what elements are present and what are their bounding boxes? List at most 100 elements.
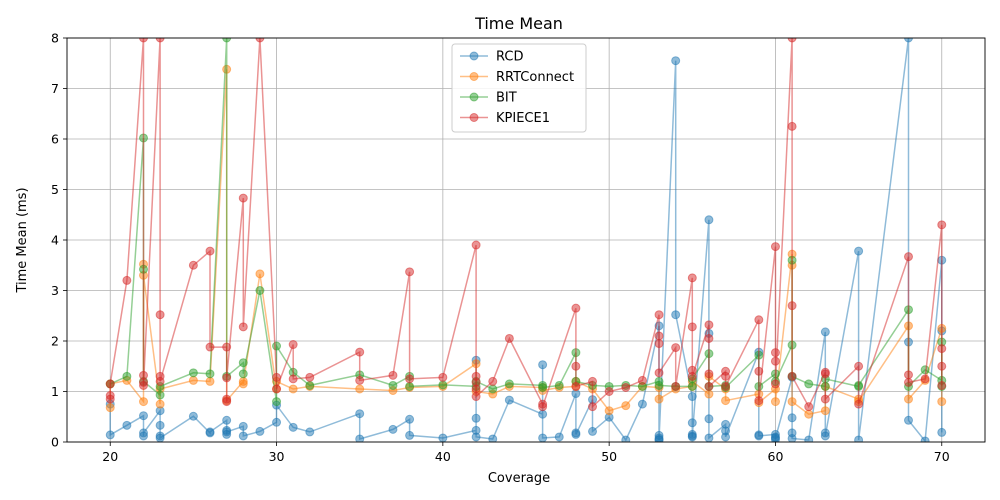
data-point <box>355 409 365 419</box>
data-point <box>787 301 797 311</box>
data-point <box>820 327 830 337</box>
data-point <box>721 396 731 406</box>
data-point <box>721 381 731 391</box>
x-tick-label: 30 <box>269 449 285 464</box>
y-tick-label: 0 <box>51 435 59 450</box>
legend-item-bit: BIT <box>460 91 517 106</box>
data-point <box>471 240 481 250</box>
data-point <box>438 372 448 382</box>
data-point <box>188 411 198 421</box>
data-point <box>687 431 697 441</box>
data-point <box>272 384 282 394</box>
legend-marker <box>469 51 479 61</box>
data-point <box>804 379 814 389</box>
data-point <box>538 409 548 419</box>
legend-marker <box>469 113 479 122</box>
data-point <box>704 333 714 343</box>
data-point <box>139 411 148 421</box>
data-point <box>754 315 764 325</box>
data-point <box>687 381 697 391</box>
data-point <box>255 426 265 436</box>
x-tick-label: 70 <box>934 449 950 464</box>
data-point <box>105 391 115 401</box>
data-point <box>770 397 780 407</box>
y-tick-label: 8 <box>51 31 59 46</box>
y-axis: 0 1 2 3 4 5 6 7 8 <box>51 31 67 450</box>
data-point <box>804 402 814 412</box>
legend-label: RRTConnect <box>496 70 574 85</box>
data-point <box>904 377 913 387</box>
data-point <box>222 415 232 425</box>
data-point <box>388 370 398 380</box>
data-point <box>904 370 913 380</box>
x-axis: 20 30 40 50 60 70 <box>102 442 950 464</box>
data-point <box>754 366 764 376</box>
data-point <box>471 384 481 394</box>
data-point <box>770 242 780 252</box>
data-point <box>654 380 664 390</box>
data-point <box>770 433 780 442</box>
data-point <box>405 374 415 384</box>
data-point <box>554 380 564 390</box>
data-point <box>272 397 282 407</box>
data-point <box>188 368 198 378</box>
data-point <box>854 399 864 409</box>
data-point <box>355 384 365 394</box>
data-point <box>238 358 248 368</box>
data-point <box>854 246 864 256</box>
data-point <box>787 371 797 381</box>
chart-title: Time Mean <box>474 14 563 33</box>
data-point <box>937 220 947 230</box>
data-point <box>155 310 165 320</box>
legend-marker <box>469 72 479 81</box>
data-point <box>471 392 481 402</box>
data-point <box>205 342 215 352</box>
data-point <box>621 382 631 392</box>
data-point <box>238 421 248 431</box>
data-point <box>438 380 448 390</box>
x-axis-title: Coverage <box>488 471 550 486</box>
data-point <box>288 374 298 384</box>
data-point <box>288 340 298 350</box>
data-point <box>571 361 581 371</box>
data-point <box>770 379 780 389</box>
data-point <box>139 428 148 438</box>
data-point <box>704 433 714 442</box>
data-point <box>671 56 681 66</box>
data-point <box>654 368 664 378</box>
x-tick-label: 50 <box>601 449 617 464</box>
data-point <box>488 384 498 394</box>
data-point <box>671 381 681 391</box>
data-point <box>588 402 598 412</box>
data-point <box>704 389 714 399</box>
data-point <box>504 395 514 405</box>
y-axis-title: Time Mean (ms) <box>15 187 30 293</box>
legend-label: KPIECE1 <box>496 111 550 126</box>
data-point <box>305 380 315 390</box>
data-point <box>704 369 714 379</box>
data-point <box>820 394 830 404</box>
data-point <box>904 252 913 262</box>
legend-box <box>451 43 587 133</box>
data-point <box>804 409 814 419</box>
data-point <box>255 269 265 279</box>
data-point <box>687 418 697 428</box>
data-point <box>238 431 248 441</box>
data-point <box>122 420 132 430</box>
data-point <box>621 435 631 442</box>
series-line <box>109 38 943 409</box>
data-point <box>488 376 498 386</box>
data-point <box>222 342 232 352</box>
data-point <box>255 286 265 295</box>
data-point <box>671 343 681 353</box>
data-point <box>155 390 165 400</box>
y-tick-label: 4 <box>51 233 59 248</box>
data-point <box>388 380 398 390</box>
data-point <box>405 381 415 391</box>
data-point <box>937 344 947 354</box>
data-point <box>571 381 581 391</box>
data-point <box>355 347 365 357</box>
data-point <box>238 193 248 203</box>
data-point <box>687 273 697 283</box>
legend-label: BIT <box>496 91 517 106</box>
